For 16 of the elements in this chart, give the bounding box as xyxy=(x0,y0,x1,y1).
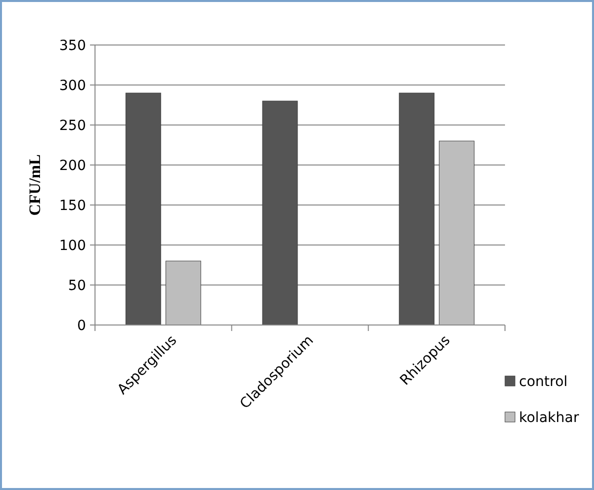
legend-label: kolakhar xyxy=(519,410,580,426)
y-tick-label: 50 xyxy=(68,278,86,294)
bar xyxy=(166,260,202,326)
bar xyxy=(398,92,434,326)
y-tick-label: 200 xyxy=(59,158,86,174)
y-tick-label: 150 xyxy=(59,198,86,214)
y-tick-label: 100 xyxy=(59,238,86,254)
y-tick-label: 300 xyxy=(59,78,86,94)
bar xyxy=(262,100,298,326)
bar xyxy=(438,140,474,326)
y-tick-label: 350 xyxy=(59,38,86,54)
y-axis-title: CFU/mL xyxy=(27,154,44,216)
y-tick-label: 0 xyxy=(77,318,86,334)
bar xyxy=(126,92,162,326)
y-tick-label: 250 xyxy=(59,118,86,134)
legend-label: control xyxy=(519,374,568,390)
